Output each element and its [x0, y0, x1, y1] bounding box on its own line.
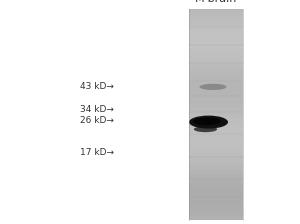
Bar [189, 100, 243, 104]
Bar [189, 202, 243, 206]
Bar [189, 97, 243, 100]
Bar [189, 213, 243, 216]
Bar [189, 69, 243, 72]
Bar [189, 58, 243, 62]
Bar [189, 44, 243, 48]
Ellipse shape [200, 84, 226, 90]
Ellipse shape [193, 118, 220, 125]
Bar [189, 9, 243, 13]
Bar [189, 55, 243, 58]
Bar [189, 65, 243, 69]
Bar [189, 93, 243, 97]
Bar [189, 37, 243, 41]
Bar [189, 90, 243, 93]
Bar [189, 170, 243, 174]
Bar [189, 107, 243, 111]
Bar [189, 26, 243, 30]
Bar [189, 23, 243, 27]
Bar [189, 13, 243, 16]
Bar [189, 153, 243, 157]
Bar [189, 16, 243, 20]
Bar [189, 149, 243, 153]
Bar [189, 188, 243, 192]
Bar [189, 142, 243, 146]
Ellipse shape [189, 116, 228, 129]
Bar [189, 160, 243, 164]
Bar [189, 41, 243, 44]
Bar [189, 76, 243, 79]
Bar [189, 51, 243, 55]
Bar [189, 118, 243, 121]
Bar [189, 86, 243, 90]
Bar [189, 163, 243, 167]
Text: 26 kD→: 26 kD→ [80, 116, 114, 125]
Bar [189, 47, 243, 51]
Bar [189, 198, 243, 202]
Text: 34 kD→: 34 kD→ [80, 105, 114, 114]
Bar [189, 195, 243, 199]
Text: 43 kD→: 43 kD→ [80, 82, 114, 91]
Bar [189, 30, 243, 34]
Bar [189, 19, 243, 23]
Bar [189, 125, 243, 128]
Ellipse shape [194, 126, 217, 132]
Bar [189, 135, 243, 139]
Bar [189, 111, 243, 114]
Bar [189, 209, 243, 213]
Bar [189, 114, 243, 118]
Bar [189, 184, 243, 188]
Bar [189, 72, 243, 76]
Bar [189, 174, 243, 178]
Bar [189, 167, 243, 170]
Text: 17 kD→: 17 kD→ [80, 148, 114, 157]
Bar [189, 177, 243, 181]
Bar [189, 79, 243, 83]
Bar [189, 104, 243, 107]
Bar [189, 62, 243, 65]
Text: M-brain: M-brain [195, 0, 237, 4]
Bar [189, 216, 243, 220]
Bar [189, 192, 243, 195]
Bar [189, 156, 243, 160]
Bar [189, 83, 243, 86]
Bar [189, 139, 243, 142]
Bar [189, 132, 243, 136]
Bar [189, 128, 243, 132]
Bar [189, 146, 243, 149]
Bar [189, 34, 243, 37]
Bar [189, 121, 243, 125]
Bar [189, 205, 243, 209]
Bar [189, 181, 243, 185]
